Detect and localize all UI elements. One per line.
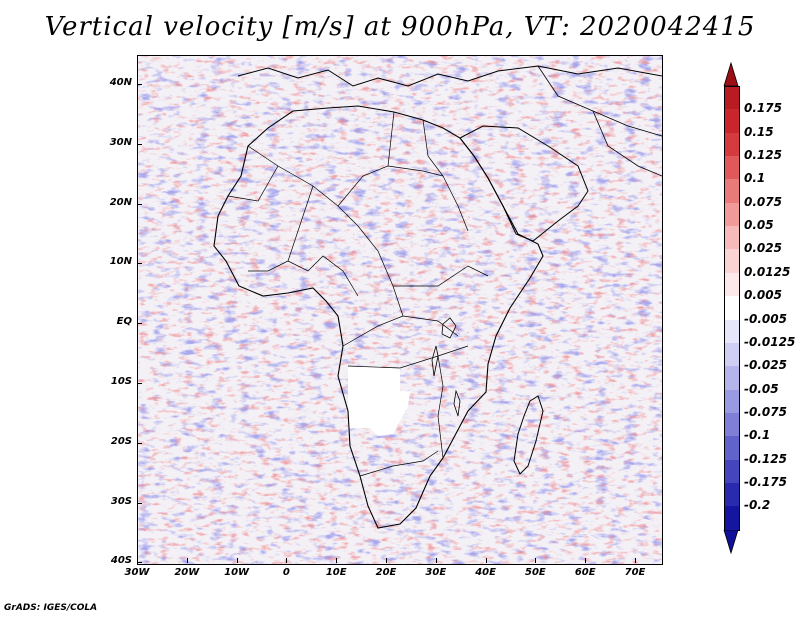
lon-label-0: 0	[282, 567, 290, 578]
lat-tick	[137, 562, 142, 564]
colorbar-segment	[724, 366, 740, 391]
colorbar-label: 0.15	[744, 124, 774, 139]
velocity-field-map	[138, 56, 662, 564]
colorbar-label: -0.125	[744, 451, 787, 466]
colorbar-label: 0.005	[744, 288, 782, 303]
colorbar-segment	[724, 482, 740, 507]
lon-tick	[535, 558, 537, 563]
colorbar-label: 0.075	[744, 194, 782, 209]
colorbar-segment	[724, 226, 740, 250]
colorbar-label: 0.025	[744, 241, 782, 256]
colorbar-segment	[724, 202, 740, 227]
colorbar-top-arrow	[723, 62, 739, 86]
colorbar-label: -0.075	[744, 404, 787, 419]
colorbar-segment	[724, 249, 740, 274]
colorbar-label: -0.005	[744, 311, 787, 326]
colorbar-segment	[724, 412, 740, 437]
lon-tick	[336, 558, 338, 563]
lon-tick	[386, 558, 387, 563]
lon-label-30w: 30W	[124, 567, 150, 578]
lon-label-20w: 20W	[174, 567, 200, 578]
lon-label-10w: 10W	[224, 567, 250, 578]
lat-tick	[137, 383, 142, 384]
arabia-coastline	[459, 125, 589, 242]
lat-label-10n: 10N	[109, 256, 132, 268]
lat-label-20s: 20S	[110, 435, 132, 447]
colorbar-segment	[724, 319, 740, 344]
colorbar-segment	[724, 272, 740, 297]
colorbar-segment	[724, 86, 740, 111]
lon-label-10e: 10E	[325, 567, 347, 578]
colorbar-label: -0.025	[744, 358, 787, 373]
lon-tick	[286, 558, 288, 563]
lon-tick	[435, 558, 437, 563]
lat-tick	[137, 143, 142, 145]
lat-tick	[137, 263, 142, 265]
masked-region	[348, 366, 410, 436]
lon-label-30e: 30E	[425, 567, 447, 578]
lon-label-70e: 70E	[624, 567, 646, 578]
lon-label-40e: 40E	[475, 567, 496, 578]
lat-label-20n: 20N	[109, 196, 132, 208]
colorbar-label: -0.05	[744, 381, 779, 396]
lat-tick	[137, 203, 142, 205]
grads-credit: GrADS: IGES/COLA	[4, 603, 98, 613]
lon-tick	[236, 558, 238, 563]
colorbar-label: -0.2	[744, 498, 771, 513]
colorbar-segment	[724, 179, 740, 204]
chart-title: Vertical velocity [m/s] at 900hPa, VT: 2…	[44, 12, 756, 42]
lon-label-50e: 50E	[525, 567, 546, 578]
lakes	[431, 317, 461, 417]
colorbar-bottom-arrow	[723, 529, 739, 554]
lat-label-30s: 30S	[110, 495, 132, 507]
colorbar-label: 0.0125	[744, 264, 791, 279]
colorbar-label: 0.175	[744, 101, 782, 116]
lon-label-20e: 20E	[375, 567, 397, 578]
colorbar-segment	[724, 436, 740, 461]
colorbar-segment	[724, 389, 740, 414]
lat-tick	[137, 84, 142, 85]
lat-label-eq: EQ	[116, 316, 132, 328]
colorbar-segment	[724, 342, 740, 367]
lat-tick	[137, 442, 142, 444]
lon-tick	[186, 558, 188, 563]
lon-tick	[485, 558, 487, 563]
lon-label-60e: 60E	[574, 567, 596, 578]
country-borders	[227, 111, 489, 477]
lon-tick	[137, 558, 138, 563]
lat-tick	[137, 502, 142, 504]
lat-tick	[137, 323, 142, 325]
colorbar-label: -0.1	[744, 428, 771, 443]
europe-coastline	[237, 65, 662, 87]
lon-tick	[585, 558, 587, 563]
lon-tick	[635, 558, 636, 563]
colorbar-segment	[724, 296, 740, 320]
map-plot-area	[137, 55, 663, 565]
lat-label-40s: 40S	[110, 555, 132, 567]
lat-label-40n: 40N	[109, 77, 132, 88]
colorbar-label: -0.0125	[744, 334, 796, 349]
colorbar-label: -0.175	[744, 474, 787, 489]
colorbar-segment	[724, 506, 740, 532]
colorbar-segment	[724, 109, 740, 134]
lat-label-10s: 10S	[110, 376, 132, 387]
colorbar-label: 0.05	[744, 218, 774, 233]
colorbar-segment	[724, 156, 740, 180]
colorbar-label: 0.125	[744, 148, 782, 163]
colorbar-label: 0.1	[744, 171, 766, 186]
madagascar-coastline	[513, 395, 544, 475]
africa-coastline	[213, 105, 544, 529]
colorbar-segment	[724, 132, 740, 157]
colorbar-segment	[724, 459, 740, 484]
lat-label-30n: 30N	[109, 136, 132, 148]
